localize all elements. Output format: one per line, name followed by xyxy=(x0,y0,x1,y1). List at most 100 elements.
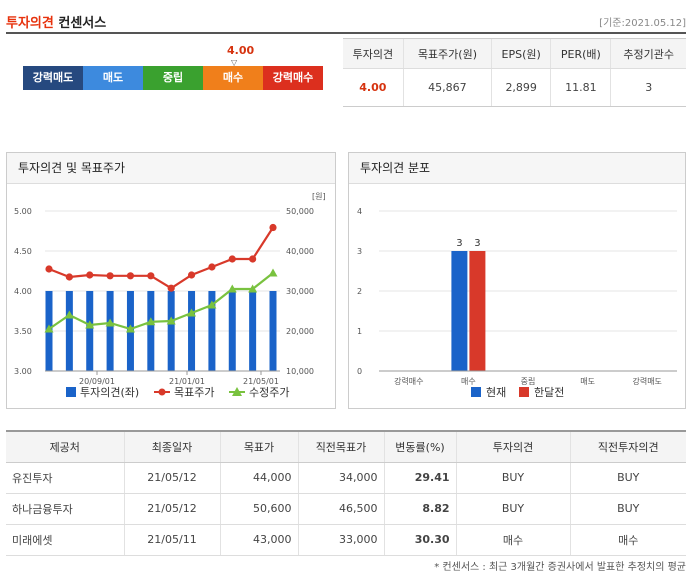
chart-legend: 투자의견(좌) 목표주가 수정주가 xyxy=(66,386,289,399)
legend-marker-target xyxy=(158,388,166,396)
reference-date: [기준:2021.05.12] xyxy=(599,18,686,29)
x-tick-label: 21/01/01 xyxy=(169,377,205,386)
table-row: 유진투자 21/05/12 44,000 34,000 29.41 BUY BU… xyxy=(6,462,686,494)
target-price-point xyxy=(269,223,277,232)
date-cell: 21/05/12 xyxy=(123,493,220,525)
col-header-change-rate: 변동률(%) xyxy=(383,430,456,463)
y2-tick-label: 20,000 xyxy=(286,327,314,336)
adjusted-price-point xyxy=(268,268,278,277)
opinion-bar xyxy=(208,291,216,371)
col-header-opinion: 투자의견 xyxy=(455,430,570,463)
summary-eps-value: 2,899 xyxy=(491,68,551,107)
provider-cell: 유진투자 xyxy=(6,462,124,494)
gauge-segment: 중립 xyxy=(143,66,203,90)
change-rate-cell: 30.30 xyxy=(383,524,456,556)
table-row: 미래에셋 21/05/11 43,000 33,000 30.30 매수 매수 xyxy=(6,524,686,556)
summary-header-target: 목표주가(원) xyxy=(402,38,492,69)
opinion-bar xyxy=(147,291,155,371)
target-price-point xyxy=(167,284,175,292)
date-cell: 21/05/12 xyxy=(123,462,220,494)
opinion-bar xyxy=(167,291,175,371)
target-price-point xyxy=(208,263,216,271)
summary-value-row: 4.00 45,867 2,899 11.81 3 xyxy=(343,68,686,107)
opinion-distribution-panel: 투자의견 분포 3 3 4 3 2 1 0 강력매수 매수 중립 매도 강력매도 현재 한달전 xyxy=(348,152,686,409)
target-price-point xyxy=(228,255,236,263)
opinion-cell: BUY xyxy=(455,462,570,494)
col-header-target: 목표가 xyxy=(219,430,298,463)
panel-title-opinion-price: 투자의견 및 목표주가 xyxy=(7,153,335,184)
prev-target-cell: 33,000 xyxy=(297,524,384,556)
target-price-point xyxy=(126,272,135,280)
target-price-point xyxy=(86,271,94,279)
y-tick-label: 5.00 xyxy=(14,207,32,216)
legend-swatch-month-ago xyxy=(519,387,529,397)
summary-header-per: PER(배) xyxy=(550,38,611,69)
gauge-segment: 강력매수 xyxy=(263,66,323,90)
prev-opinion-cell: 매수 xyxy=(569,524,686,556)
x-tick-label: 중립 xyxy=(521,377,536,386)
target-price-line xyxy=(48,226,274,290)
bar-data-label: 3 xyxy=(456,238,462,249)
y-tick-label: 0 xyxy=(357,367,362,376)
y2-tick-label: 50,000 xyxy=(286,207,314,216)
consensus-summary-table: 투자의견 목표주가(원) EPS(원) PER(배) 추정기관수 4.00 45… xyxy=(343,38,686,107)
summary-target-value: 45,867 xyxy=(402,68,492,107)
y-tick-label: 4 xyxy=(357,207,362,216)
panel-title-distribution: 투자의견 분포 xyxy=(349,153,685,184)
y2-unit-label: [원] xyxy=(312,192,326,201)
opinion-bar xyxy=(188,291,196,371)
legend-label-current: 현재 xyxy=(486,386,506,399)
y-tick-label: 3.00 xyxy=(14,367,32,376)
date-cell: 21/05/11 xyxy=(123,524,220,556)
prev-opinion-cell: BUY xyxy=(569,493,686,525)
gauge-segment: 매도 xyxy=(83,66,143,90)
section-title-rest: 컨센서스 xyxy=(53,16,107,31)
gauge-bar: 강력매도 매도 중립 매수 강력매수 xyxy=(23,66,323,90)
y-tick-label: 3.50 xyxy=(14,327,32,336)
opinion-cell: BUY xyxy=(455,493,570,525)
opinion-price-chart: [원] 5.00 4.50 4.00 3.50 3.00 50,000 40,000 30,0… xyxy=(14,192,326,399)
target-cell: 43,000 xyxy=(219,524,298,556)
legend-label-month-ago: 한달전 xyxy=(534,386,564,399)
col-header-date: 최종일자 xyxy=(123,430,220,463)
y-tick-label: 1 xyxy=(357,327,362,336)
legend-label-opinion: 투자의견(좌) xyxy=(80,386,139,399)
opinion-gauge: 4.00 ▽ 강력매도 매도 중립 매수 강력매수 xyxy=(23,44,323,92)
x-tick-label: 20/09/01 xyxy=(79,377,115,386)
broker-estimates-table: 제공처 최종일자 목표가 직전목표가 변동률(%) 투자의견 직전투자의견 유진… xyxy=(6,430,686,556)
broker-header-row: 제공처 최종일자 목표가 직전목표가 변동률(%) 투자의견 직전투자의견 xyxy=(6,430,686,463)
y-tick-label: 3 xyxy=(357,247,362,256)
opinion-distribution-chart: 3 3 4 3 2 1 0 강력매수 매수 중립 매도 강력매도 현재 한달전 xyxy=(357,207,677,399)
legend-swatch-current xyxy=(471,387,481,397)
opinion-bar xyxy=(269,291,277,371)
legend-marker-adjusted xyxy=(232,387,242,396)
month-ago-count-bar xyxy=(469,251,486,371)
target-price-point xyxy=(147,272,155,280)
summary-header-count: 추정기관수 xyxy=(610,38,686,69)
adjusted-price-point xyxy=(64,310,74,319)
x-tick-label: 강력매도 xyxy=(632,376,661,386)
summary-header-eps: EPS(원) xyxy=(491,38,551,69)
section-header: 투자의견 컨센서스 [기준:2021.05.12] xyxy=(6,10,686,34)
footnote: * 컨센서스 : 최근 3개월간 증권사에서 발표한 추정치의 평균 xyxy=(434,562,686,573)
section-title-accent: 투자의견 xyxy=(6,16,54,31)
opinion-cell: 매수 xyxy=(455,524,570,556)
target-price-point xyxy=(45,265,53,273)
provider-cell: 미래에셋 xyxy=(6,524,124,556)
adjusted-price-line xyxy=(48,272,274,331)
y-tick-label: 2 xyxy=(357,287,362,296)
chart-legend-distribution: 현재 한달전 xyxy=(471,386,564,399)
summary-opinion-value: 4.00 xyxy=(343,68,404,107)
opinion-bar xyxy=(106,291,114,371)
adjusted-price-point xyxy=(105,318,115,327)
table-row: 하나금융투자 21/05/12 50,600 46,500 8.82 BUY B… xyxy=(6,493,686,525)
adjusted-price-point xyxy=(227,284,237,293)
target-price-point xyxy=(65,273,73,281)
gauge-marker-icon: ▽ xyxy=(231,58,238,67)
bar-data-label: 3 xyxy=(474,238,480,249)
y2-tick-label: 30,000 xyxy=(286,287,314,296)
target-price-point xyxy=(106,272,114,280)
prev-target-cell: 34,000 xyxy=(297,462,384,494)
x-tick-label: 21/05/01 xyxy=(243,377,279,386)
summary-per-value: 11.81 xyxy=(550,68,611,107)
